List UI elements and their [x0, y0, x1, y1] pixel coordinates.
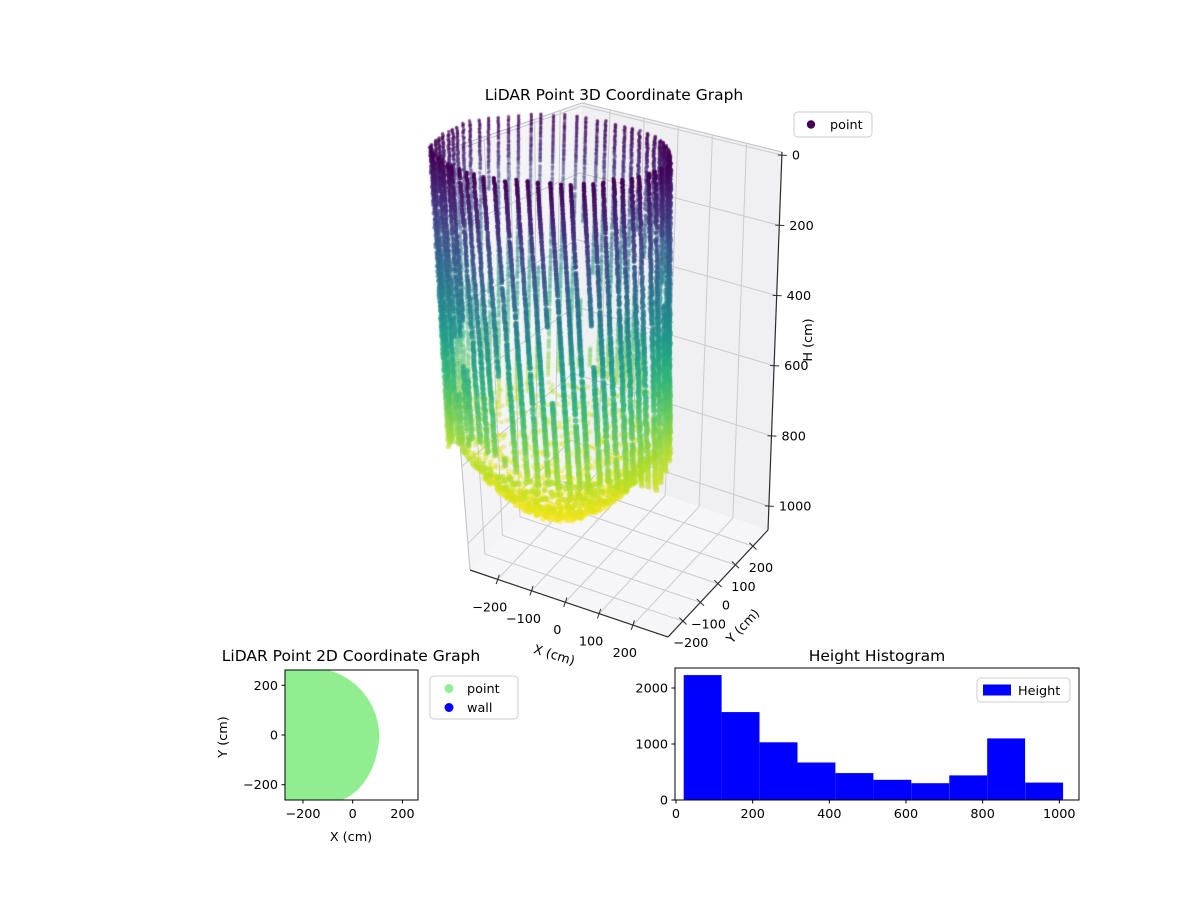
x-tick-mark	[630, 620, 635, 630]
y-tick-mark	[678, 617, 687, 625]
histogram-legend-box	[976, 677, 1071, 703]
histogram-bar	[911, 783, 950, 800]
z-tick-label: 0	[792, 149, 800, 164]
x-tick-mark	[563, 597, 568, 608]
plot2d-title: LiDAR Point 2D Coordinate Graph	[222, 647, 480, 665]
z-tick-label: 200	[789, 219, 813, 234]
y-tick-label: 0	[660, 794, 668, 809]
y-tick-label: 200	[749, 561, 773, 576]
point-region-polygon	[285, 670, 380, 800]
y-tick-label: −100	[691, 617, 726, 632]
x-tick-label: 100	[579, 635, 603, 650]
x-tick-label: 0	[672, 807, 680, 822]
plot2d-legend-point-marker	[444, 684, 454, 693]
histogram-bar	[949, 775, 988, 800]
histogram-bar	[759, 742, 798, 800]
histogram-bar	[797, 762, 836, 800]
plot2d-tick-labels: −200 0 200 −200 0 200	[243, 679, 415, 822]
histogram-axes-box	[674, 667, 1080, 801]
histogram-legend: Height	[976, 677, 1071, 703]
histogram-bar	[873, 779, 912, 800]
z-axis-line	[767, 151, 783, 531]
plot3d-xaxis-label: X (cm)	[532, 642, 577, 669]
plot2d-legend: point wall	[429, 675, 519, 720]
x-tick-label: 200	[740, 807, 764, 822]
x-tick-label: 0	[553, 623, 561, 638]
histogram-bars	[683, 675, 1064, 800]
gridline-y	[502, 534, 701, 603]
3d-point-cloud	[390, 80, 730, 540]
plot2d-yaxis-label: Y (cm)	[216, 716, 231, 758]
plot3d-legend-point-label: point	[830, 118, 863, 133]
x-tick-label: 1000	[1043, 807, 1076, 822]
x-axis-line	[469, 569, 669, 638]
x-tick-label: 600	[894, 807, 918, 822]
x-tick-label: 800	[970, 807, 994, 822]
plot3d-tick-labels: −200−1000100200−200−10001002000200400600…	[472, 149, 814, 661]
y-tick-mark	[713, 579, 722, 588]
plot3d-legend-point-marker	[806, 120, 816, 129]
histogram-bar	[1025, 782, 1064, 800]
histogram-legend-height-label: Height	[1018, 684, 1060, 699]
y-tick-label: 2000	[635, 682, 668, 697]
plot2d-legend-wall-marker	[444, 703, 454, 712]
x-tick-mark	[529, 585, 534, 596]
z-tick-label: 600	[784, 359, 808, 374]
x-tick-label: −200	[472, 600, 507, 615]
z-tick-label: 800	[781, 429, 805, 444]
y-tick-mark	[731, 561, 740, 569]
y-tick-label: 0	[270, 729, 278, 744]
y-tick-label: 100	[731, 580, 755, 595]
x-tick-mark	[596, 608, 602, 619]
x-tick-label: −100	[506, 612, 541, 627]
x-tick-mark	[495, 574, 500, 585]
x-tick-label: 200	[390, 807, 414, 822]
z-tick-label: 1000	[779, 500, 812, 515]
plot2d-legend-wall-label: wall	[467, 701, 492, 716]
histogram-title: Height Histogram	[809, 647, 946, 665]
gridline-y	[484, 553, 684, 622]
plot3d-zaxis-label: H (cm)	[801, 318, 816, 361]
plot3d-legend-box	[793, 111, 873, 138]
y-tick-label: −200	[673, 636, 708, 651]
histogram-bar	[835, 773, 874, 800]
plot3d-legend: point	[793, 111, 873, 138]
y-tick-mark	[748, 542, 757, 550]
y-tick-label: −200	[243, 778, 278, 793]
y-tick-mark	[696, 598, 705, 607]
gridline-x	[732, 143, 748, 519]
x-tick-label: −200	[285, 807, 320, 822]
histogram-bar	[683, 675, 722, 800]
histogram-legend-height-patch	[983, 684, 1011, 696]
y-tick-label: 0	[722, 599, 730, 614]
histogram-bar	[987, 738, 1026, 800]
x-tick-label: 0	[349, 807, 357, 822]
y-tick-label: 1000	[635, 738, 668, 753]
histogram-bar	[721, 712, 760, 800]
x-tick-label: 200	[613, 646, 637, 661]
histogram-tick-labels: 0 200 400 600 800 1000 0 1000 2000	[635, 682, 1075, 823]
plot2d: −200 0 200 −200 0 200 LiDAR Point 2D Coordina…	[216, 647, 519, 845]
y-tick-label: 200	[254, 679, 278, 694]
plot2d-legend-point-label: point	[467, 682, 500, 697]
plot2d-point-region	[285, 670, 380, 800]
x-tick-label: 400	[817, 807, 841, 822]
z-tick-label: 400	[787, 289, 811, 304]
histogram: 0 200 400 600 800 1000 0 1000 2000 Height Histog…	[635, 647, 1080, 823]
plot2d-xaxis-label: X (cm)	[330, 830, 372, 845]
